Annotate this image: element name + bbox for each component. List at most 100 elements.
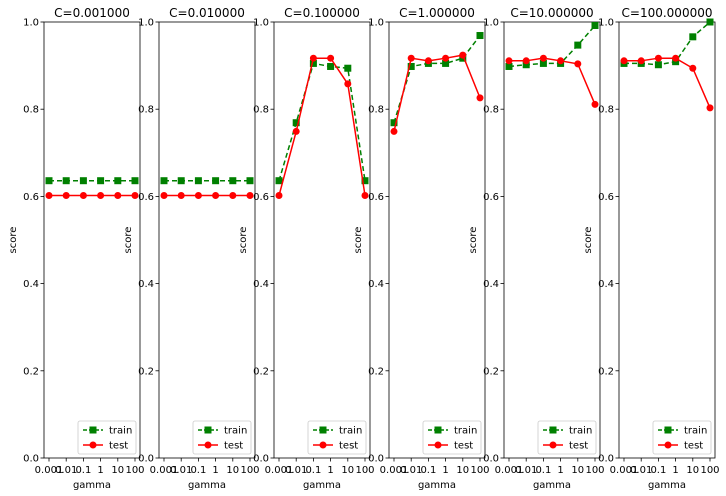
legend-label-train: train: [454, 426, 477, 437]
data-point-train: [361, 177, 369, 185]
y-tick-label: 0.4: [138, 279, 154, 290]
axes-frame: [158, 21, 256, 459]
x-tick-label: 0.1: [75, 465, 91, 476]
axes-frame: [273, 21, 371, 459]
x-tick-label: 100: [585, 465, 604, 476]
legend-marker-test: [434, 441, 442, 449]
legend-marker-train: [664, 426, 672, 434]
x-tick-label: 10: [111, 465, 124, 476]
y-tick-label: 1.0: [23, 18, 39, 29]
x-tick-label: 0.1: [650, 465, 666, 476]
x-tick-label: 0.1: [535, 465, 551, 476]
y-tick-label: 0.6: [253, 192, 269, 203]
x-axis-label: gamma: [648, 480, 686, 491]
y-tick-label: 0.2: [598, 366, 614, 377]
data-point-test: [344, 80, 352, 88]
legend-marker-test: [204, 441, 212, 449]
y-tick-label: 0.2: [138, 366, 154, 377]
data-point-train: [476, 32, 484, 40]
chart-title: C=1.000000: [399, 6, 475, 20]
x-tick-label: 1: [212, 465, 218, 476]
y-tick-label: 1.0: [598, 18, 614, 29]
axes-frame: [43, 21, 141, 459]
data-point-test: [292, 127, 300, 135]
data-point-train: [160, 177, 168, 185]
y-axis-label: score: [353, 227, 364, 254]
data-point-test: [45, 192, 53, 200]
subplot-2: C=0.100000 0.0 0.2 0.4 0.6 0.8 1.0 0.0010.010.1…: [238, 6, 375, 491]
data-point-test: [407, 54, 415, 62]
data-point-test: [654, 54, 662, 62]
x-axis-label: gamma: [188, 480, 226, 491]
data-point-test: [424, 57, 432, 65]
data-point-train: [574, 41, 582, 49]
x-tick-label: 10: [686, 465, 699, 476]
legend-marker-train: [319, 426, 327, 434]
data-point-train: [442, 59, 450, 67]
data-point-test: [275, 192, 283, 200]
x-tick-label: 0.01: [630, 465, 652, 476]
data-point-train: [522, 61, 530, 69]
x-tick-label: 10: [456, 465, 469, 476]
subplot-0: C=0.001000 0.0 0.2 0.4 0.6 0.8 1.0 0.0010.010.1…: [8, 6, 145, 491]
data-point-test: [689, 64, 697, 72]
x-tick-label: 10: [571, 465, 584, 476]
x-tick-label: 0.001: [495, 465, 524, 476]
x-tick-label: 100: [125, 465, 144, 476]
x-tick-label: 1: [327, 465, 333, 476]
y-tick-label: 0.6: [23, 192, 39, 203]
data-point-train: [505, 62, 513, 70]
data-point-train: [97, 177, 105, 185]
data-point-test: [591, 100, 599, 108]
data-point-test: [476, 94, 484, 102]
data-point-test: [79, 192, 87, 200]
x-tick-label: 0.1: [190, 465, 206, 476]
data-point-test: [194, 192, 202, 200]
x-tick-label: 0.01: [400, 465, 422, 476]
data-point-train: [114, 177, 122, 185]
data-point-test: [459, 51, 467, 59]
legend-label-test: test: [339, 441, 358, 452]
subplot-5: C=100.000000 0.0 0.2 0.4 0.6 0.8 1.0 0.0010.010…: [583, 6, 720, 491]
data-point-test: [505, 57, 513, 65]
legend-label-train: train: [684, 426, 707, 437]
x-tick-label: 0.001: [150, 465, 179, 476]
legend-label-test: test: [684, 441, 703, 452]
data-point-train: [62, 177, 70, 185]
data-point-train: [212, 177, 220, 185]
series-line-test: [278, 57, 366, 196]
data-point-train: [229, 177, 237, 185]
data-point-test: [160, 192, 168, 200]
series-line-test: [624, 57, 711, 109]
y-tick-label: 1.0: [253, 18, 269, 29]
legend-label-test: test: [454, 441, 473, 452]
subplot-3: C=1.000000 0.0 0.2 0.4 0.6 0.8 1.0 0.0010.010.1…: [353, 6, 490, 491]
chart-title: C=0.010000: [169, 6, 245, 20]
x-tick-label: 0.1: [420, 465, 436, 476]
data-point-train: [292, 119, 300, 127]
data-point-test: [539, 54, 547, 62]
x-tick-label: 0.001: [380, 465, 409, 476]
legend-label-train: train: [109, 426, 132, 437]
x-axis-label: gamma: [303, 480, 341, 491]
data-point-test: [390, 127, 398, 135]
y-tick-label: 0.0: [138, 454, 154, 465]
data-point-test: [574, 60, 582, 68]
legend-label-test: test: [109, 441, 128, 452]
x-axis-label: gamma: [73, 480, 111, 491]
y-tick-label: 0.4: [253, 279, 269, 290]
legend-marker-test: [549, 441, 557, 449]
legend: train test: [422, 420, 482, 455]
data-point-train: [45, 177, 53, 185]
x-tick-label: 0.01: [285, 465, 307, 476]
data-point-test: [97, 192, 105, 200]
data-point-test: [361, 192, 369, 200]
data-point-train: [689, 33, 697, 41]
data-point-test: [246, 192, 254, 200]
x-tick-label: 0.001: [35, 465, 64, 476]
x-tick-label: 0.01: [170, 465, 192, 476]
y-tick-label: 0.8: [23, 105, 39, 116]
series-line-test: [393, 54, 481, 132]
y-axis-label: score: [8, 227, 19, 254]
